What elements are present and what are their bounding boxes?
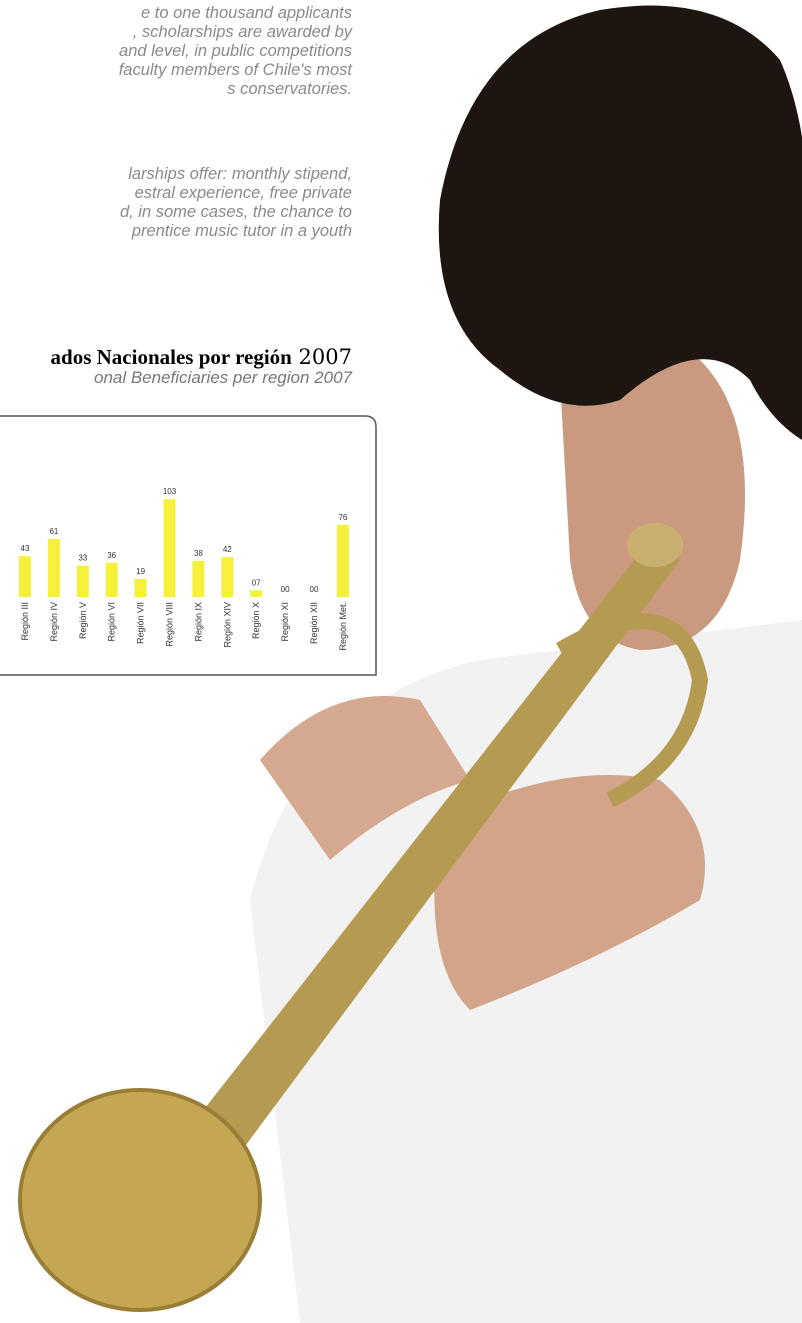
- bar: [192, 560, 205, 597]
- bar: [221, 557, 234, 597]
- category-label: Región X: [251, 602, 261, 639]
- hand: [434, 775, 705, 1010]
- value-label: 103: [163, 487, 177, 496]
- value-label: 07: [252, 578, 261, 587]
- bar: [76, 565, 89, 597]
- value-label: 19: [136, 567, 145, 576]
- hair: [438, 5, 802, 440]
- bar: [47, 539, 60, 597]
- chart-frame: [0, 415, 377, 676]
- text-line: s conservatories.: [227, 80, 352, 98]
- trumpet-bell: [18, 1088, 262, 1312]
- category-label: Región XI: [280, 602, 290, 642]
- category-label: Región VII: [136, 602, 146, 644]
- paragraph: e to one thousand applicants, scholarshi…: [119, 4, 352, 99]
- category-label: Región XII: [309, 602, 319, 644]
- text-line: and level, in public competitions: [119, 42, 352, 60]
- value-label: 36: [107, 551, 116, 560]
- bar: [250, 590, 263, 597]
- paragraph: larships offer: monthly stipend, estral e…: [120, 165, 352, 241]
- trumpet: [180, 540, 680, 1180]
- face: [560, 348, 745, 650]
- category-label: Región V: [78, 602, 88, 639]
- chart-subtitle: onal Beneficiaries per region 2007: [93, 368, 352, 387]
- value-label: 33: [78, 554, 87, 563]
- text-line: faculty members of Chile's most: [118, 61, 352, 79]
- hand: [260, 696, 470, 860]
- mouthpiece: [627, 523, 683, 567]
- title-text: ados Nacionales por región: [50, 345, 292, 369]
- category-label: Región XIV: [222, 602, 232, 648]
- text-line: prentice music tutor in a youth: [131, 222, 352, 240]
- category-label: Región VIII: [165, 602, 175, 647]
- bar: [105, 562, 118, 597]
- text-line: , scholarships are awarded by: [132, 23, 352, 41]
- chart-title: ados Nacionales por región 2007: [51, 345, 352, 370]
- text-line: estral experience, free private: [134, 184, 352, 202]
- text-line: larships offer: monthly stipend,: [128, 165, 352, 183]
- bar: [163, 499, 176, 597]
- category-label: Región VI: [107, 602, 117, 642]
- bar: [336, 524, 349, 597]
- trumpet-loop: [555, 613, 709, 808]
- value-label: 76: [338, 513, 347, 522]
- value-label: 42: [223, 545, 232, 554]
- text-line: d, in some cases, the chance to: [119, 203, 352, 221]
- value-label: 38: [194, 549, 203, 558]
- category-label: Región Met.: [338, 602, 348, 651]
- category-label: Región IX: [193, 602, 203, 642]
- value-label: 00: [281, 585, 290, 594]
- text-line: e to one thousand applicants: [141, 4, 352, 22]
- bar: [19, 556, 31, 597]
- value-label: 43: [21, 544, 30, 553]
- value-label: 00: [310, 585, 319, 594]
- chart: 43 Región III 61 Región IV 33 Región V 36 Regió…: [19, 487, 349, 651]
- bar: [134, 578, 147, 597]
- value-label: 61: [49, 527, 58, 536]
- title-year: 2007: [298, 345, 352, 369]
- category-label: Región IV: [49, 602, 59, 642]
- category-label: Región III: [20, 602, 30, 641]
